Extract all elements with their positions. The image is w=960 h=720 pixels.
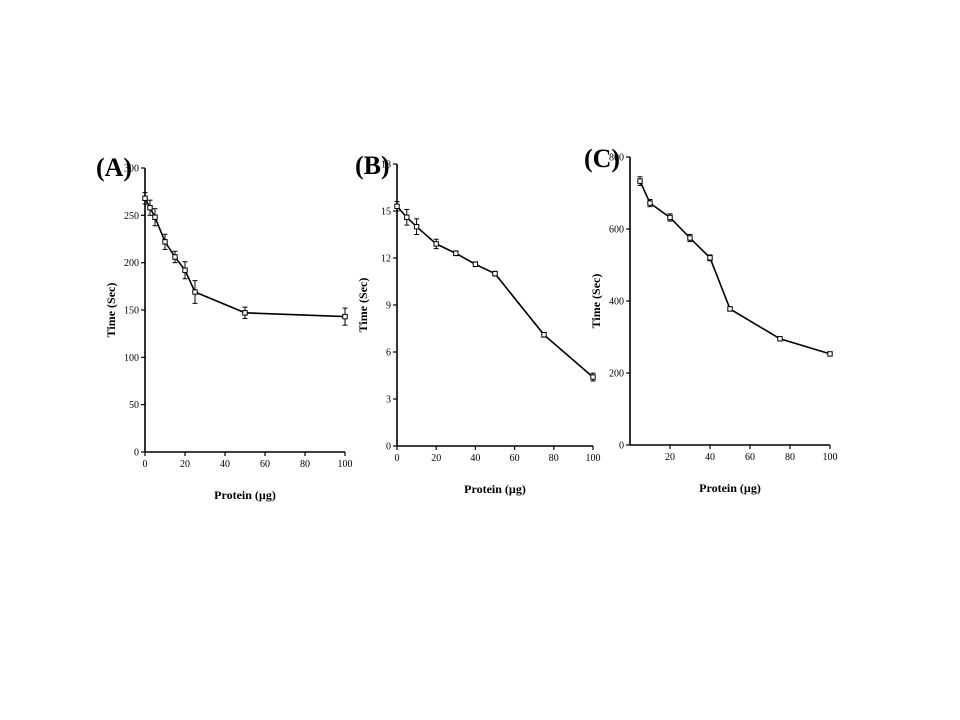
data-point xyxy=(827,351,833,357)
panel-label: (C) xyxy=(584,144,620,173)
y-axis-title: Time (Sec) xyxy=(104,283,118,338)
x-tick-label: 80 xyxy=(549,453,559,464)
y-tick-label: 0 xyxy=(134,448,139,459)
y-tick-label: 12 xyxy=(381,254,391,265)
x-tick-label: 80 xyxy=(785,452,795,463)
data-point xyxy=(541,332,547,338)
data-point xyxy=(342,313,348,320)
data-point xyxy=(492,270,498,277)
data-point xyxy=(637,178,643,184)
data-point xyxy=(242,310,248,316)
y-tick-label: 100 xyxy=(124,353,139,364)
data-point xyxy=(727,306,733,312)
data-point xyxy=(413,223,420,230)
y-tick-label: 600 xyxy=(609,225,624,236)
x-tick-label: 60 xyxy=(510,453,520,464)
y-tick-label: 15 xyxy=(381,207,391,218)
data-point xyxy=(142,195,148,201)
x-tick-label: 60 xyxy=(260,459,270,470)
y-tick-label: 200 xyxy=(124,258,139,269)
data-point xyxy=(472,261,479,267)
panel-label: (A) xyxy=(96,153,132,182)
data-point xyxy=(192,289,198,295)
data-point xyxy=(647,200,653,206)
y-tick-label: 400 xyxy=(609,297,624,308)
chart-panel-1: 0 50 100 150 200 250 300 0 20 40 60 80 100 Protein (µ… xyxy=(96,153,353,502)
y-tick-label: 150 xyxy=(124,306,139,317)
y-tick-label: 3 xyxy=(386,395,391,406)
data-point xyxy=(182,267,188,273)
x-tick-label: 40 xyxy=(705,452,715,463)
y-axis-title: Time (Sec) xyxy=(356,278,370,333)
x-tick-label: 80 xyxy=(300,459,310,470)
data-point xyxy=(394,203,400,210)
x-axis-title: Protein (µg) xyxy=(699,481,761,495)
x-tick-label: 40 xyxy=(470,453,480,464)
y-tick-label: 300 xyxy=(124,164,139,175)
data-point xyxy=(152,214,158,220)
chart-panel-3: 0 200 400 600 800 20 40 60 80 100 Protein (µg) Time… xyxy=(584,144,838,495)
data-point xyxy=(777,336,783,342)
y-tick-label: 0 xyxy=(386,442,391,453)
x-tick-label: 20 xyxy=(665,452,675,463)
data-point xyxy=(667,214,673,221)
y-tick-label: 9 xyxy=(386,301,391,312)
y-tick-label: 250 xyxy=(124,211,139,222)
x-tick-label: 100 xyxy=(338,459,353,470)
data-point xyxy=(707,255,713,261)
y-tick-label: 0 xyxy=(619,441,624,452)
x-axis-title: Protein (µg) xyxy=(214,488,276,502)
chart-panel-2: 0 3 6 9 12 15 18 0 20 40 60 80 100 Protein (µg) Time (… xyxy=(355,151,601,496)
x-tick-label: 40 xyxy=(220,459,230,470)
x-tick-label: 0 xyxy=(395,453,400,464)
data-point xyxy=(172,254,178,260)
y-tick-label: 50 xyxy=(129,400,139,411)
series-line xyxy=(396,205,594,378)
data-point xyxy=(687,235,693,241)
data-point xyxy=(590,374,596,380)
data-point xyxy=(404,214,410,220)
x-tick-label: 0 xyxy=(143,459,148,470)
data-point xyxy=(147,205,153,211)
y-tick-label: 800 xyxy=(609,153,624,164)
data-point xyxy=(453,250,459,257)
y-tick-label: 200 xyxy=(609,369,624,380)
x-tick-label: 100 xyxy=(823,452,838,463)
x-tick-label: 20 xyxy=(431,453,441,464)
data-point xyxy=(162,239,168,245)
panel-label: (B) xyxy=(355,151,390,180)
x-tick-label: 20 xyxy=(180,459,190,470)
series-line xyxy=(639,180,831,355)
y-axis-title: Time (Sec) xyxy=(589,274,603,329)
y-tick-label: 6 xyxy=(386,348,391,359)
x-tick-label: 60 xyxy=(745,452,755,463)
y-tick-label: 18 xyxy=(381,160,391,171)
x-axis-title: Protein (µg) xyxy=(464,482,526,496)
x-tick-label: 100 xyxy=(586,453,601,464)
data-point xyxy=(433,241,439,247)
